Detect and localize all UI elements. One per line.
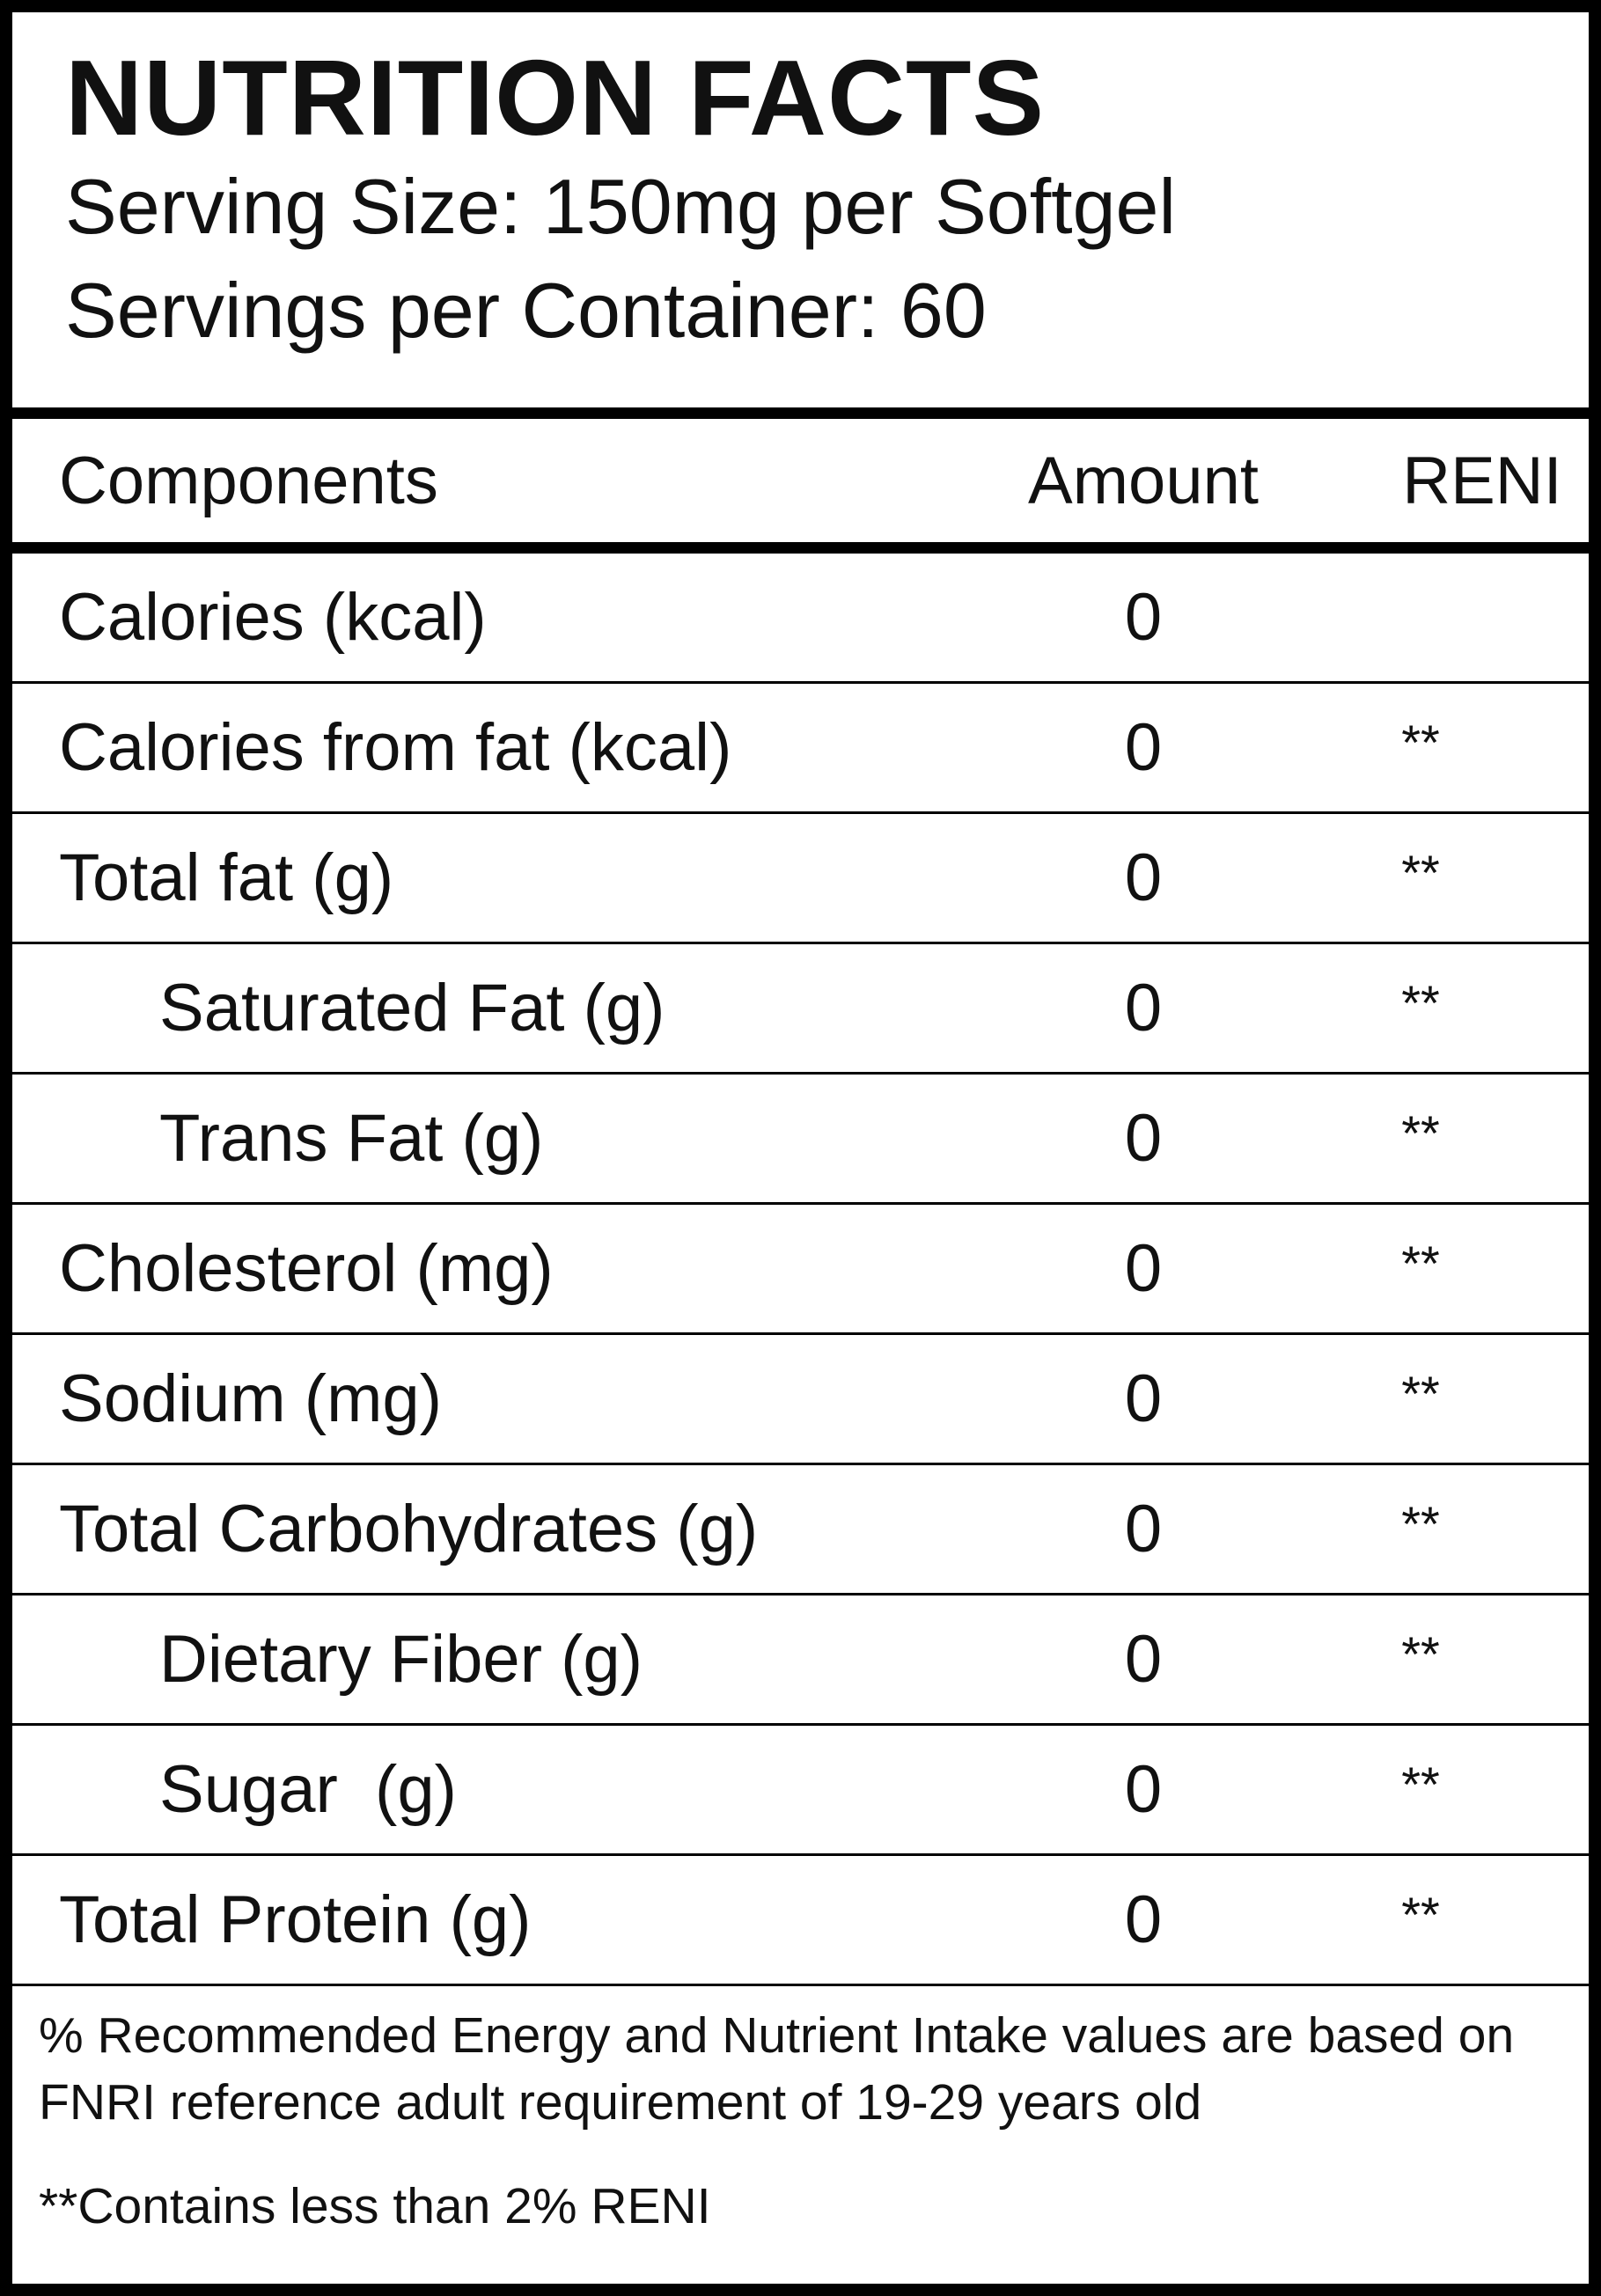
table-row: Calories (kcal) 0 <box>12 554 1589 684</box>
amount: 0 <box>1124 1361 1163 1436</box>
reni: ** <box>1401 975 1440 1031</box>
component: Calories (kcal) <box>59 580 487 655</box>
component: Dietary Fiber (g) <box>159 1622 643 1697</box>
footer: % Recommended Energy and Nutrient Intake… <box>12 1986 1589 2240</box>
reni: ** <box>1401 1105 1440 1161</box>
divider <box>12 407 1589 419</box>
serving-size: Serving Size: 150mg per Softgel <box>65 163 1177 250</box>
component: Total Protein (g) <box>59 1882 532 1957</box>
note: % Recommended Energy and Nutrient Intake… <box>39 2007 1515 2131</box>
amount: 0 <box>1124 1231 1163 1306</box>
component: Total Carbohydrates (g) <box>59 1492 759 1566</box>
amount: 0 <box>1124 1101 1163 1176</box>
component: Sodium (mg) <box>59 1361 442 1436</box>
table-row: Saturated Fat (g) 0 ** <box>12 944 1589 1075</box>
amount: 0 <box>1124 1622 1163 1697</box>
reni: ** <box>1401 1887 1440 1942</box>
reni: ** <box>1401 1366 1440 1421</box>
amount: 0 <box>1124 971 1163 1045</box>
amount: 0 <box>1124 710 1163 785</box>
column-title: Components <box>59 443 438 518</box>
table-row: Sodium (mg) 0 ** <box>12 1335 1589 1465</box>
column-title: Amount <box>1028 443 1259 518</box>
table-row: Calories from fat (kcal) 0 ** <box>12 684 1589 814</box>
table-row: Sugar (g) 0 ** <box>12 1726 1589 1856</box>
divider <box>12 542 1589 554</box>
reni: ** <box>1401 1236 1440 1291</box>
component: Sugar (g) <box>159 1752 457 1827</box>
amount: 0 <box>1124 580 1163 655</box>
servings: Servings per Container: 60 <box>65 267 987 354</box>
title: NUTRITION FACTS <box>65 38 1045 158</box>
table-row: Cholesterol (mg) 0 ** <box>12 1205 1589 1335</box>
table-row: Dietary Fiber (g) 0 ** <box>12 1595 1589 1726</box>
header: NUTRITION FACTS Serving Size: 150mg per … <box>12 12 1589 407</box>
reni: ** <box>1401 715 1440 770</box>
table-body: Calories (kcal) 0 Calories from fat (kcal)… <box>12 554 1589 1986</box>
component: Calories from fat (kcal) <box>59 710 732 785</box>
amount: 0 <box>1124 1882 1163 1957</box>
component: Cholesterol (mg) <box>59 1231 554 1306</box>
reni: ** <box>1401 1626 1440 1682</box>
component: Saturated Fat (g) <box>159 971 665 1045</box>
component: Trans Fat (g) <box>159 1101 544 1176</box>
nutrition-label: NUTRITION FACTS Serving Size: 150mg per … <box>12 12 1589 2284</box>
reni: ** <box>1401 845 1440 900</box>
amount: 0 <box>1124 1492 1163 1566</box>
table-row: Total fat (g) 0 ** <box>12 814 1589 944</box>
column-header: Components Amount RENI <box>12 419 1589 542</box>
table-row: Total Protein (g) 0 ** <box>12 1856 1589 1986</box>
amount: 0 <box>1124 1752 1163 1827</box>
reni: ** <box>1401 1496 1440 1551</box>
table-row: Total Carbohydrates (g) 0 ** <box>12 1465 1589 1595</box>
reni: ** <box>1401 1757 1440 1812</box>
column-title: RENI <box>1402 443 1562 518</box>
component: Total fat (g) <box>59 840 394 915</box>
amount: 0 <box>1124 840 1163 915</box>
table-row: Trans Fat (g) 0 ** <box>12 1075 1589 1205</box>
footnote: **Contains less than 2% RENI <box>39 2178 711 2234</box>
